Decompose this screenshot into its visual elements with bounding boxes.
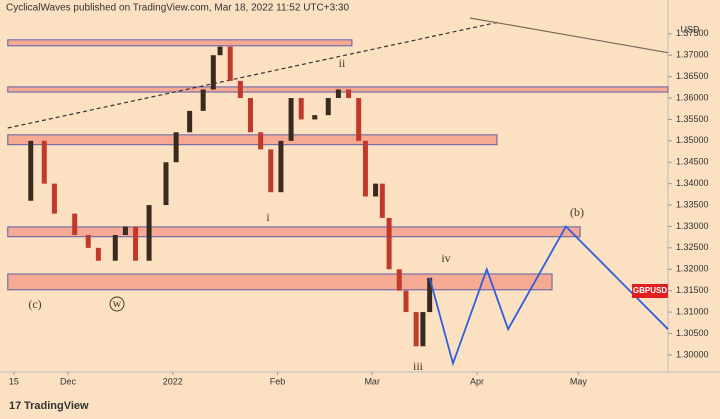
y-tick-label: 1.32000 bbox=[676, 264, 709, 274]
candle bbox=[258, 132, 264, 150]
y-tick-label: 1.30000 bbox=[676, 349, 709, 359]
candle bbox=[210, 55, 216, 90]
zone bbox=[7, 226, 581, 238]
projection-line bbox=[428, 224, 669, 367]
candle bbox=[112, 235, 118, 261]
logo-mark: 17 bbox=[9, 400, 21, 412]
wave-label: (b) bbox=[570, 205, 584, 219]
zone bbox=[7, 39, 353, 47]
y-tick-label: 1.37000 bbox=[676, 50, 709, 60]
x-tick-label: Mar bbox=[364, 376, 380, 386]
candle bbox=[200, 89, 206, 111]
zone bbox=[7, 273, 553, 291]
candle bbox=[72, 213, 78, 236]
candle bbox=[28, 140, 34, 201]
wave-label: iii bbox=[413, 359, 424, 373]
x-tick-label: Dec bbox=[60, 376, 77, 386]
candle bbox=[133, 226, 139, 261]
x-tick-label: May bbox=[570, 376, 588, 386]
wave-label: (c) bbox=[28, 297, 41, 311]
candle bbox=[227, 46, 233, 81]
candle bbox=[427, 277, 433, 313]
candle bbox=[298, 98, 304, 120]
wave-label: iv bbox=[441, 251, 450, 265]
candle bbox=[248, 98, 253, 133]
y-tick-label: 1.33000 bbox=[676, 221, 709, 231]
x-tick-label: 2022 bbox=[163, 376, 183, 386]
currency-label: USD bbox=[680, 24, 700, 34]
y-tick-label: 1.30500 bbox=[676, 328, 709, 338]
y-tick-label: 1.35500 bbox=[676, 114, 709, 124]
y-tick-label: 1.31000 bbox=[676, 306, 709, 316]
symbol-label: GBPUSD bbox=[633, 286, 667, 295]
y-tick-label: 1.35000 bbox=[676, 135, 709, 145]
candle bbox=[268, 149, 274, 193]
candle bbox=[413, 312, 419, 347]
candle bbox=[420, 312, 426, 347]
wave-label: w bbox=[113, 296, 122, 310]
candle bbox=[356, 98, 362, 141]
zone bbox=[7, 134, 498, 146]
candle bbox=[396, 269, 402, 291]
candle bbox=[403, 290, 409, 313]
candle bbox=[278, 140, 284, 193]
footer-logo: TradingView bbox=[24, 400, 89, 412]
x-tick-label: Feb bbox=[270, 376, 286, 386]
header: CyclicalWaves published on TradingView.c… bbox=[6, 3, 349, 14]
candle bbox=[288, 98, 294, 141]
candle bbox=[85, 235, 91, 248]
candle bbox=[41, 140, 47, 184]
wave-label: i bbox=[266, 210, 270, 224]
y-tick-label: 1.36000 bbox=[676, 92, 709, 102]
candle bbox=[122, 226, 128, 236]
y-tick-label: 1.34000 bbox=[676, 178, 709, 188]
candle bbox=[335, 89, 341, 99]
wave-circle bbox=[109, 296, 125, 312]
candle bbox=[237, 80, 243, 99]
symbol-badge bbox=[632, 284, 668, 298]
trendline bbox=[469, 17, 669, 54]
y-tick-label: 1.37500 bbox=[676, 28, 709, 38]
candle bbox=[346, 89, 352, 99]
candle bbox=[187, 110, 193, 133]
candle bbox=[95, 247, 101, 261]
candle bbox=[146, 205, 152, 261]
wave-label: ii bbox=[339, 56, 346, 70]
candle bbox=[379, 183, 385, 218]
candle bbox=[325, 98, 331, 116]
candle bbox=[386, 217, 392, 270]
y-tick-label: 1.33500 bbox=[676, 199, 709, 209]
candle bbox=[312, 115, 318, 120]
candle bbox=[173, 132, 179, 163]
x-tick-label: Apr bbox=[470, 376, 484, 386]
candle bbox=[217, 46, 223, 56]
candle bbox=[51, 183, 57, 214]
candle bbox=[163, 162, 169, 206]
y-tick-label: 1.32500 bbox=[676, 242, 709, 252]
x-tick-label: 15 bbox=[9, 376, 19, 386]
y-tick-label: 1.36500 bbox=[676, 71, 709, 81]
y-tick-label: 1.31500 bbox=[676, 285, 709, 295]
candle bbox=[362, 140, 368, 197]
y-tick-label: 1.34500 bbox=[676, 157, 709, 167]
candle bbox=[373, 183, 379, 197]
